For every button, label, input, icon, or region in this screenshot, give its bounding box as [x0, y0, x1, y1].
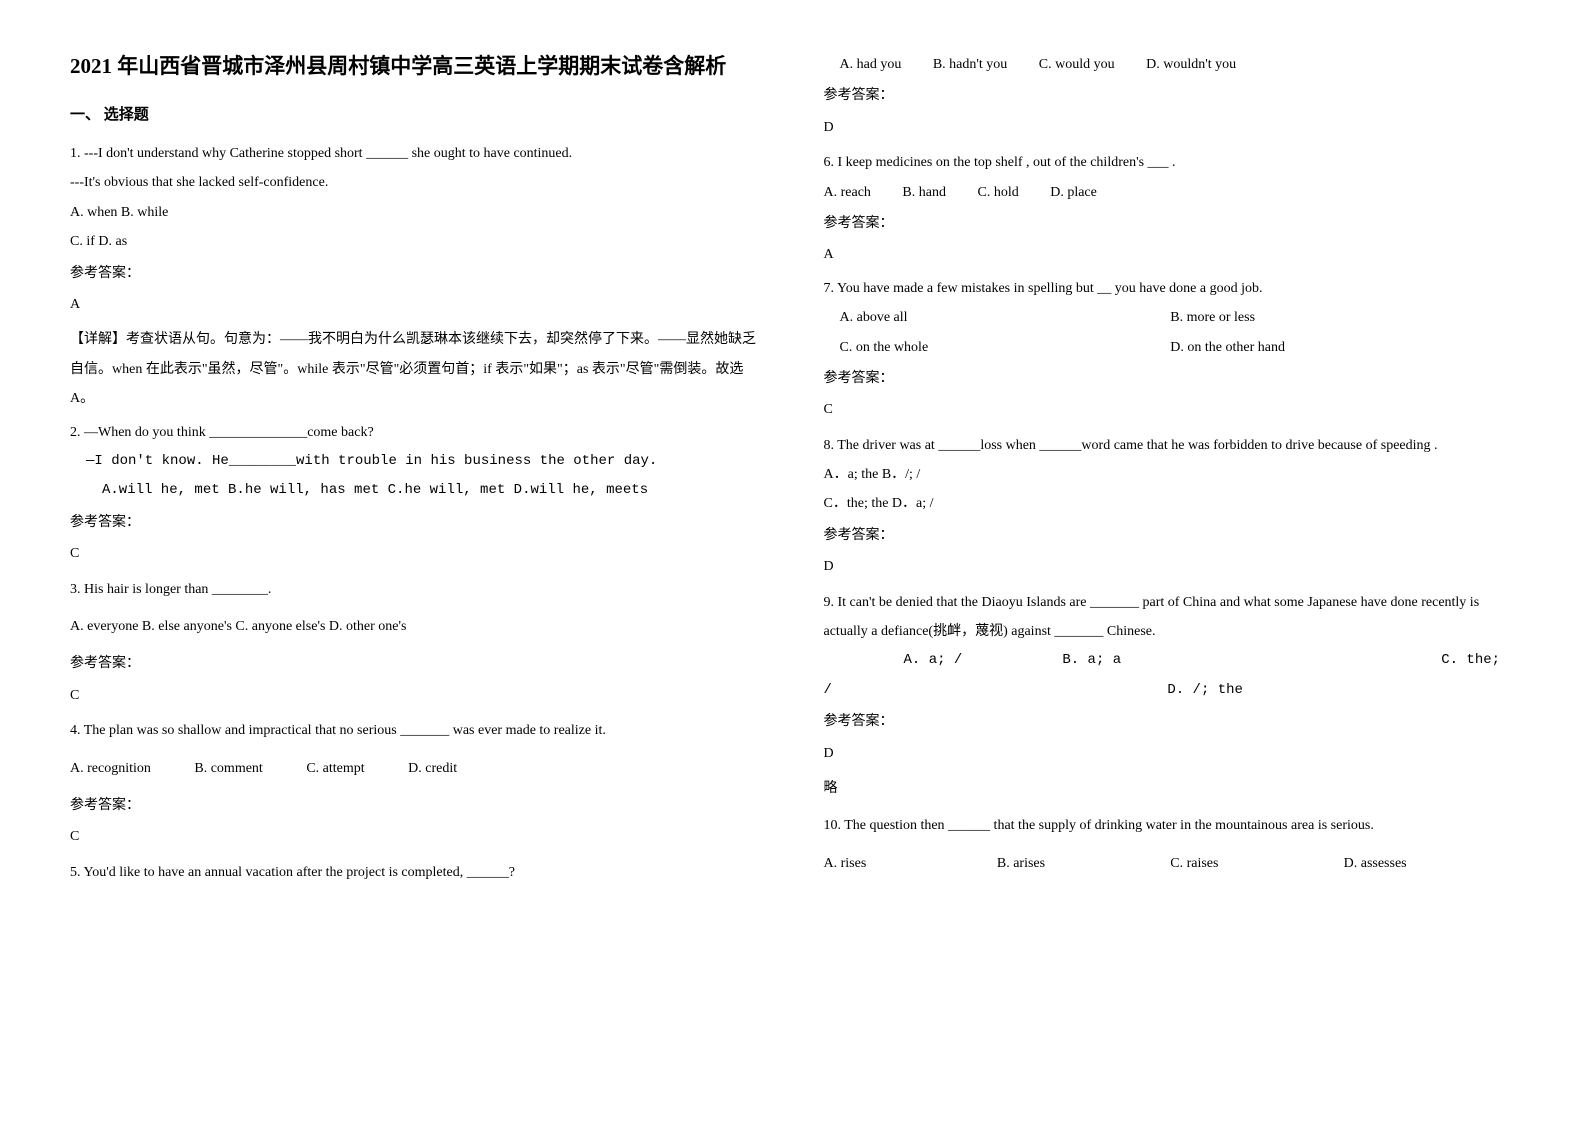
- omitted-label: 略: [824, 774, 1518, 803]
- q9-opt-d: D. /; the: [1052, 676, 1510, 705]
- document-title: 2021 年山西省晋城市泽州县周村镇中学高三英语上学期期末试卷含解析: [70, 50, 764, 84]
- q8-options-ab: A．a; the B．/; /: [824, 460, 1518, 489]
- q9-opt-b: B. a; a: [1052, 646, 1281, 675]
- question-3: 3. His hair is longer than ________. A. …: [70, 575, 764, 711]
- question-8: 8. The driver was at ______loss when ___…: [824, 431, 1518, 582]
- q7-line1: 7. You have made a few mistakes in spell…: [824, 274, 1518, 303]
- section-heading: 一、 选择题: [70, 100, 764, 132]
- q2-line1: 2. —When do you think ______________come…: [70, 418, 764, 447]
- q9-line1: 9. It can't be denied that the Diaoyu Is…: [824, 588, 1518, 647]
- question-2: 2. —When do you think ______________come…: [70, 418, 764, 569]
- q7-opt-a: A. above all: [824, 303, 1171, 332]
- q7-opt-d: D. on the other hand: [1170, 333, 1517, 362]
- q4-opt-c: C. attempt: [306, 761, 364, 776]
- q6-opt-c: C. hold: [977, 185, 1018, 200]
- answer-label: 参考答案：: [824, 364, 1518, 393]
- q9-opt-a: A. a; /: [824, 646, 1053, 675]
- q8-answer: D: [824, 552, 1518, 581]
- q10-opt-a: A. rises: [824, 849, 997, 878]
- q10-opt-c: C. raises: [1170, 849, 1343, 878]
- q7-answer: C: [824, 395, 1518, 424]
- right-column: A. had you B. hadn't you C. would you D.…: [794, 50, 1548, 1072]
- q7-options-row1: A. above all B. more or less: [824, 303, 1518, 332]
- q9-opt-c: C. the;: [1281, 646, 1510, 675]
- q2-options: A.will he, met B.he will, has met C.he w…: [70, 476, 764, 505]
- question-1: 1. ---I don't understand why Catherine s…: [70, 139, 764, 414]
- answer-label: 参考答案：: [70, 791, 764, 820]
- q6-opt-a: A. reach: [824, 185, 871, 200]
- question-6: 6. I keep medicines on the top shelf , o…: [824, 148, 1518, 270]
- q1-explanation: 【详解】考查状语从句。句意为：——我不明白为什么凯瑟琳本该继续下去，却突然停了下…: [70, 325, 764, 413]
- q8-line1: 8. The driver was at ______loss when ___…: [824, 431, 1518, 460]
- answer-label: 参考答案：: [70, 508, 764, 537]
- q10-opt-d: D. assesses: [1344, 849, 1517, 878]
- answer-label: 参考答案：: [824, 521, 1518, 550]
- q4-opt-b: B. comment: [194, 761, 262, 776]
- q5-opt-c: C. would you: [1039, 57, 1115, 72]
- q9-answer: D: [824, 739, 1518, 768]
- q7-options-row2: C. on the whole D. on the other hand: [824, 333, 1518, 362]
- q6-opt-b: B. hand: [902, 185, 946, 200]
- answer-label: 参考答案：: [824, 81, 1518, 110]
- question-4: 4. The plan was so shallow and impractic…: [70, 716, 764, 852]
- q3-answer: C: [70, 681, 764, 710]
- q10-options: A. rises B. arises C. raises D. assesses: [824, 849, 1518, 878]
- q10-line1: 10. The question then ______ that the su…: [824, 811, 1518, 840]
- q2-answer: C: [70, 539, 764, 568]
- q5-opt-d: D. wouldn't you: [1146, 57, 1236, 72]
- q5-line1: 5. You'd like to have an annual vacation…: [70, 858, 764, 887]
- q2-line2: —I don't know. He________with trouble in…: [70, 447, 764, 476]
- q3-options: A. everyone B. else anyone's C. anyone e…: [70, 612, 764, 641]
- q6-answer: A: [824, 240, 1518, 269]
- answer-label: 参考答案：: [70, 649, 764, 678]
- q4-options: A. recognition B. comment C. attempt D. …: [70, 754, 764, 783]
- question-5-stem: 5. You'd like to have an annual vacation…: [70, 858, 764, 887]
- answer-label: 参考答案：: [824, 707, 1518, 736]
- left-column: 2021 年山西省晋城市泽州县周村镇中学高三英语上学期期末试卷含解析 一、 选择…: [40, 50, 794, 1072]
- q4-opt-a: A. recognition: [70, 761, 151, 776]
- answer-label: 参考答案：: [70, 259, 764, 288]
- q7-opt-b: B. more or less: [1170, 303, 1517, 332]
- q9-options: A. a; / B. a; a C. the; / D. /; the: [824, 646, 1518, 705]
- q1-options-ab: A. when B. while: [70, 198, 764, 227]
- q5-opt-b: B. hadn't you: [933, 57, 1007, 72]
- q10-opt-b: B. arises: [997, 849, 1170, 878]
- q6-line1: 6. I keep medicines on the top shelf , o…: [824, 148, 1518, 177]
- q4-opt-d: D. credit: [408, 761, 457, 776]
- q6-opt-d: D. place: [1050, 185, 1097, 200]
- question-9: 9. It can't be denied that the Diaoyu Is…: [824, 588, 1518, 804]
- q1-answer: A: [70, 290, 764, 319]
- q9-opt-slash: /: [824, 676, 1053, 705]
- q3-line1: 3. His hair is longer than ________.: [70, 575, 764, 604]
- q1-line1: 1. ---I don't understand why Catherine s…: [70, 139, 764, 168]
- question-7: 7. You have made a few mistakes in spell…: [824, 274, 1518, 425]
- q1-options-cd: C. if D. as: [70, 227, 764, 256]
- question-10: 10. The question then ______ that the su…: [824, 811, 1518, 878]
- q5-opt-a: A. had you: [840, 57, 902, 72]
- q4-line1: 4. The plan was so shallow and impractic…: [70, 716, 764, 745]
- q7-opt-c: C. on the whole: [824, 333, 1171, 362]
- q5-options: A. had you B. hadn't you C. would you D.…: [824, 50, 1518, 79]
- q8-options-cd: C．the; the D．a; /: [824, 489, 1518, 518]
- q6-options: A. reach B. hand C. hold D. place: [824, 178, 1518, 207]
- answer-label: 参考答案：: [824, 209, 1518, 238]
- q5-answer: D: [824, 113, 1518, 142]
- q1-line2: ---It's obvious that she lacked self-con…: [70, 168, 764, 197]
- q4-answer: C: [70, 822, 764, 851]
